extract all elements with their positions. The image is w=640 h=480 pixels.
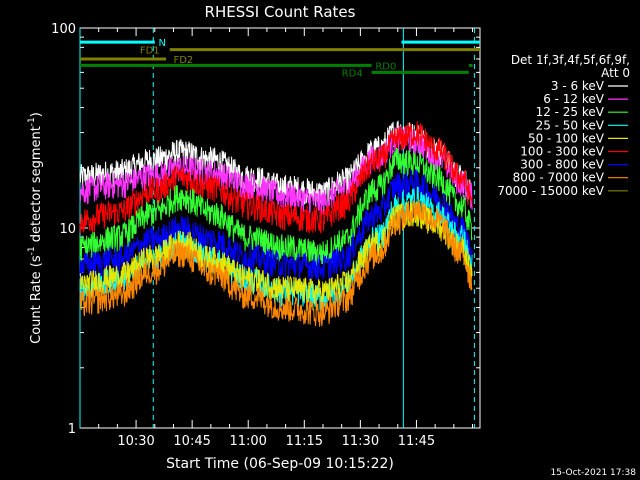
- legend-label-8: 7000 - 15000 keV: [497, 184, 604, 198]
- series-line-5: [79, 121, 473, 235]
- legend-label-0: 3 - 6 keV: [551, 79, 605, 93]
- attenuator-label-fd2: FD2: [173, 55, 193, 66]
- legend-label-1: 6 - 12 keV: [543, 92, 605, 106]
- attenuator-label-fd1: FD1: [140, 46, 160, 57]
- attenuator-label-n: N: [159, 38, 166, 49]
- y-axis-label: Count Rate (s-1 detector segment-1): [27, 112, 44, 344]
- x-tick-label: 10:30: [117, 434, 154, 449]
- legend-title: Det 1f,3f,4f,5f,6f,9f,: [511, 53, 630, 67]
- legend-label-2: 12 - 25 keV: [536, 105, 605, 119]
- y-tick-label: 1: [68, 422, 76, 437]
- x-tick-label: 11:45: [398, 434, 435, 449]
- chart-title: RHESSI Count Rates: [205, 3, 356, 21]
- x-axis: 10:30 10:45 11:00 11:15 11:30 11:45: [79, 28, 474, 449]
- attenuator-label-rd0: RD0: [375, 61, 396, 72]
- series-line-7: [79, 199, 473, 327]
- x-tick-label: 11:30: [342, 434, 379, 449]
- x-axis-label: Start Time (06-Sep-09 10:15:22): [166, 456, 394, 472]
- attenuator-label-rd4: RD4: [342, 68, 363, 79]
- y-tick-label: 10: [59, 222, 76, 237]
- x-tick-label: 11:00: [229, 434, 266, 449]
- legend-att: Att 0: [601, 66, 630, 80]
- legend-label-7: 800 - 7000 keV: [513, 171, 605, 185]
- y-axis: 1 10 100: [51, 22, 480, 437]
- x-tick-label: 10:45: [173, 434, 210, 449]
- legend-label-3: 25 - 50 keV: [536, 118, 605, 132]
- legend-label-6: 300 - 800 keV: [520, 158, 604, 172]
- x-tick-label: 11:15: [286, 434, 323, 449]
- series-line-6: [79, 169, 473, 282]
- y-tick-label: 100: [51, 22, 76, 37]
- legend-label-5: 100 - 300 keV: [520, 145, 604, 159]
- footer-timestamp: 15-Oct-2021 17:38: [551, 468, 637, 478]
- legend-label-4: 50 - 100 keV: [528, 131, 605, 145]
- data-series: [79, 120, 473, 327]
